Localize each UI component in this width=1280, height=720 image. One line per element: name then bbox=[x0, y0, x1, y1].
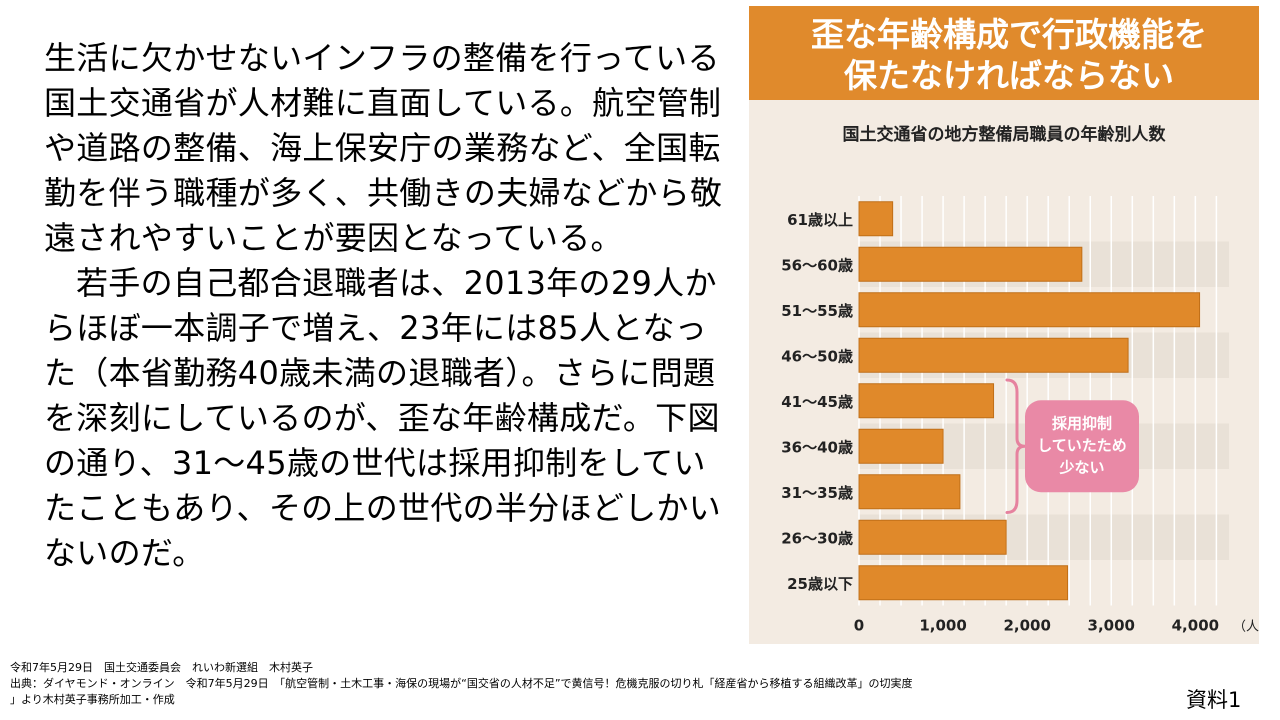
chart-headline-line-2: 保たなければならない bbox=[844, 56, 1174, 95]
bar bbox=[858, 201, 894, 237]
bar bbox=[858, 519, 1007, 555]
category-label: 51～55歳 bbox=[781, 302, 853, 320]
bar bbox=[858, 428, 944, 464]
category-label: 26～30歳 bbox=[781, 529, 853, 547]
callout-text-line: 少ない bbox=[1058, 458, 1104, 476]
chart-header-band: 歪な年齢構成で行政機能を 保たなければならない bbox=[749, 6, 1259, 100]
category-label: 31～35歳 bbox=[781, 484, 853, 502]
category-label: 56～60歳 bbox=[781, 256, 853, 274]
chart-headline: 歪な年齢構成で行政機能を 保たなければならない bbox=[769, 14, 1249, 96]
bar bbox=[858, 474, 961, 510]
age-distribution-chart: 61歳以上 56～60歳 51～55歳 46～50歳 41～45歳 36～40歳 31～35… bbox=[781, 196, 1259, 635]
unit-label: （人） bbox=[1233, 620, 1259, 635]
footer-source-line-cont: 」より木村英子事務所加工・作成 bbox=[10, 693, 175, 706]
bar bbox=[858, 246, 1083, 282]
bar bbox=[858, 292, 1201, 328]
chart-headline-line-1: 歪な年齢構成で行政機能を bbox=[811, 15, 1207, 54]
chart-subtitle: 国土交通省の地方整備局職員の年齢別人数 bbox=[842, 125, 1166, 145]
x-tick-label: 2,000 bbox=[1003, 617, 1050, 635]
x-tick-label: 4,000 bbox=[1172, 617, 1219, 635]
bar bbox=[858, 337, 1129, 373]
body-paragraph-1: 生活に欠かせないインフラの整備を行っている国土交通省が人材難に直面している。航空… bbox=[44, 39, 723, 257]
callout-box bbox=[1025, 400, 1139, 493]
x-tick-label: 0 bbox=[854, 617, 864, 635]
footer: 令和7年5月29日 国土交通委員会 れいわ新選組 木村英子 出典：ダイヤモンド・… bbox=[10, 660, 1130, 708]
category-label: 41～45歳 bbox=[781, 393, 853, 411]
callout-text-line: していたため bbox=[1037, 436, 1127, 454]
category-label: 61歳以上 bbox=[787, 211, 853, 229]
footer-source-line: 出典：ダイヤモンド・オンライン 令和7年5月29日 「航空管制・土木工事・海保の… bbox=[10, 677, 913, 690]
body-paragraph-2: 若手の自己都合退職者は、2013年の29人からほぼ一本調子で増え、23年には85… bbox=[44, 264, 722, 572]
category-label: 36～40歳 bbox=[781, 438, 853, 456]
body-text: 生活に欠かせないインフラの整備を行っている国土交通省が人材難に直面している。航空… bbox=[44, 36, 724, 576]
chart-panel: 歪な年齢構成で行政機能を 保たなければならない 国土交通省の地方整備局職員の年齢… bbox=[749, 6, 1259, 644]
category-label: 25歳以下 bbox=[787, 575, 853, 593]
bar bbox=[858, 383, 995, 419]
bar bbox=[858, 565, 1069, 601]
x-tick-label: 1,000 bbox=[919, 617, 966, 635]
category-label: 46～50歳 bbox=[781, 347, 853, 365]
slide-label: 資料1 bbox=[1186, 688, 1242, 712]
callout-text-line: 採用抑制 bbox=[1052, 414, 1112, 432]
x-tick-label: 3,000 bbox=[1088, 617, 1135, 635]
footer-line-1: 令和7年5月29日 国土交通委員会 れいわ新選組 木村英子 bbox=[10, 661, 313, 674]
